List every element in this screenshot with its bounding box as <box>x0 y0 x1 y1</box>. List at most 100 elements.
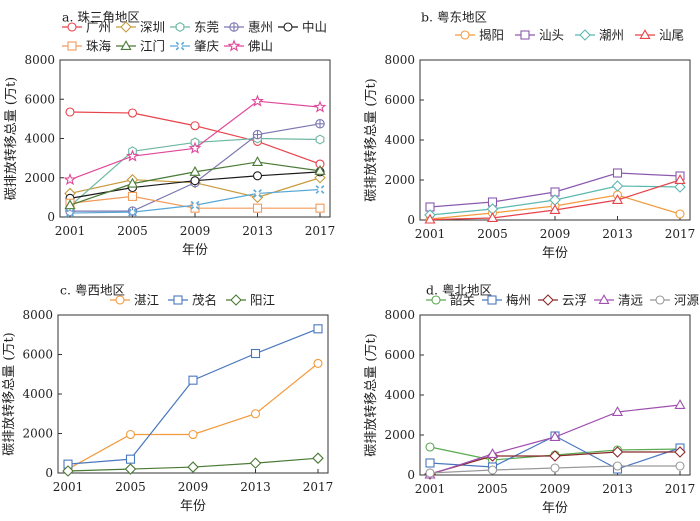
x-tick-label: 2001 <box>53 480 84 494</box>
legend-label: 中山 <box>302 20 327 35</box>
x-axis-title: 年份 <box>542 501 568 516</box>
data-point <box>251 156 264 166</box>
y-tick-label: 0 <box>407 468 415 482</box>
series-阳江 <box>62 452 324 477</box>
legend-marker <box>175 41 185 51</box>
legend-item: 珠海 <box>62 39 112 54</box>
legend-marker <box>120 21 132 33</box>
legend-label: 茂名 <box>192 293 217 308</box>
y-tick-label: 4000 <box>24 132 55 146</box>
legend-label: 汕尾 <box>659 28 684 43</box>
legend-label: 潮州 <box>599 28 624 43</box>
y-tick-label: 2000 <box>24 171 55 185</box>
legend-item: 韶关 <box>426 293 475 308</box>
legend-marker <box>115 295 125 305</box>
series-汕尾 <box>424 174 686 224</box>
x-tick-label: 2009 <box>178 480 209 494</box>
legend-marker <box>67 41 77 51</box>
legend-item: 深圳 <box>116 20 165 35</box>
data-point <box>65 208 75 218</box>
legend-marker <box>598 294 610 304</box>
x-tick-label: 2005 <box>117 224 148 238</box>
series-潮州 <box>424 180 686 221</box>
y-tick-label: 6000 <box>384 348 415 362</box>
data-point <box>675 461 685 471</box>
data-point <box>188 141 202 154</box>
data-point <box>675 209 685 219</box>
y-tick-label: 0 <box>407 213 415 227</box>
data-point <box>124 463 137 475</box>
data-point <box>252 171 263 181</box>
y-tick-label: 6000 <box>22 348 53 362</box>
legend-label: 佛山 <box>248 39 273 54</box>
legend-label: 汕头 <box>539 28 564 43</box>
legend-item: 湛江 <box>110 293 159 308</box>
data-point <box>487 465 498 475</box>
legend-label: 韶关 <box>450 293 475 308</box>
legend-marker <box>283 22 293 32</box>
data-point <box>549 431 561 441</box>
series-肇庆 <box>65 185 325 218</box>
data-point <box>190 121 200 131</box>
legend-item: 东莞 <box>170 20 219 35</box>
y-tick-label: 6000 <box>384 93 415 107</box>
data-point <box>249 457 262 469</box>
y-tick-label: 6000 <box>24 92 55 106</box>
data-point <box>128 207 137 217</box>
y-tick-label: 4000 <box>384 133 415 147</box>
x-tick-label: 2009 <box>540 482 571 496</box>
panel-title: c. 粤西地区 <box>60 283 125 298</box>
x-tick-label: 2013 <box>602 227 633 241</box>
legend-marker <box>655 295 665 305</box>
y-tick-label: 2000 <box>22 427 53 441</box>
legend-item: 汕头 <box>515 28 564 43</box>
x-axis-title: 年份 <box>542 246 568 261</box>
data-point <box>127 191 138 201</box>
legend-item: 佛山 <box>224 39 273 54</box>
x-tick-label: 2013 <box>602 482 633 496</box>
legend-item: 清远 <box>594 293 644 308</box>
series-line <box>67 328 319 465</box>
x-tick-label: 2001 <box>55 224 86 238</box>
data-point <box>314 164 326 175</box>
data-point <box>674 181 686 193</box>
data-point <box>611 180 624 192</box>
series-茂名 <box>63 324 323 469</box>
legend-label: 阳江 <box>250 293 275 308</box>
y-axis-title: 碳排放转移总量 (万t) <box>364 333 379 457</box>
data-point <box>674 174 686 184</box>
data-point <box>187 461 199 473</box>
x-axis-title: 年份 <box>182 243 208 258</box>
legend-item: 阳江 <box>226 293 275 308</box>
legend-marker <box>230 294 242 306</box>
data-point <box>252 129 263 140</box>
legend-item: 潮州 <box>575 28 624 43</box>
data-point <box>612 461 623 471</box>
y-tick-label: 0 <box>47 210 55 224</box>
legend-item: 梅州 <box>482 293 531 308</box>
legend-marker <box>173 295 183 305</box>
legend-label: 肇庆 <box>194 39 220 54</box>
data-point <box>188 429 198 440</box>
x-tick-label: 2009 <box>180 224 211 238</box>
legend-label: 清远 <box>618 293 644 308</box>
x-tick-label: 2001 <box>415 482 446 496</box>
series-河源 <box>425 461 685 478</box>
x-tick-label: 2017 <box>665 227 696 241</box>
x-tick-label: 2013 <box>240 480 271 494</box>
y-tick-label: 4000 <box>22 387 53 401</box>
series-江门 <box>64 156 326 210</box>
data-point <box>549 204 561 214</box>
data-point <box>425 458 435 468</box>
legend-item: 河源 <box>650 293 700 308</box>
legend-marker <box>579 29 591 41</box>
data-point <box>315 134 325 145</box>
data-point <box>550 463 560 473</box>
legend-item: 揭阳 <box>455 28 504 43</box>
data-point <box>612 168 623 178</box>
x-axis-title: 年份 <box>180 499 206 514</box>
x-tick-label: 2017 <box>665 482 696 496</box>
x-tick-label: 2001 <box>415 227 446 241</box>
legend-item: 云浮 <box>538 293 587 308</box>
x-tick-label: 2005 <box>477 227 508 241</box>
